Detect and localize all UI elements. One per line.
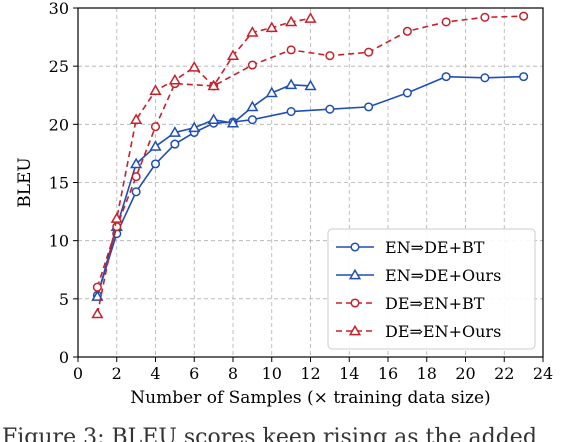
x-tick-label: 14 [339,364,359,383]
x-tick-label: 22 [494,364,514,383]
figure-caption: Figure 3: BLEU scores keep rising as the… [2,425,537,442]
data-point [226,49,240,61]
data-point [304,12,317,23]
x-tick-label: 16 [378,364,398,383]
legend-label: EN⇒DE+BT [385,238,485,257]
legend-marker [348,324,362,336]
legend: EN⇒DE+BT EN⇒DE+Ours DE⇒EN+BT DE⇒EN+Ours [327,228,536,350]
data-point [207,79,220,91]
data-point [91,307,104,319]
y-tick-label: 15 [49,174,69,193]
y-tick-label: 20 [49,115,69,134]
x-tick-label: 4 [150,364,160,383]
data-point [168,126,181,137]
y-tick-label: 30 [49,0,69,18]
y-tick-label: 0 [59,348,69,367]
x-tick-label: 2 [112,364,122,383]
data-point [149,84,162,95]
legend-entry: DE⇒EN+Ours [336,322,501,341]
y-axis-label: BLEU [15,157,35,208]
data-point [519,72,529,82]
data-point [441,17,451,27]
legend-label: DE⇒EN+Ours [385,322,501,341]
data-point [285,78,298,90]
data-point [304,79,317,91]
x-tick-label: 24 [533,364,553,383]
data-point [246,100,259,112]
data-point [364,47,374,57]
legend-entry: EN⇒DE+BT [336,238,485,257]
data-point [92,282,102,292]
data-point [519,11,529,21]
x-tick-label: 6 [189,364,199,383]
y-tick-label: 10 [49,232,69,251]
x-tick-label: 18 [417,364,437,383]
data-point [150,159,161,169]
data-point [110,212,123,223]
legend-entry: DE⇒EN+BT [336,294,485,313]
data-point [286,106,296,117]
data-point [168,73,181,85]
series-line [96,17,311,315]
data-point [247,60,257,70]
series-4 [91,12,317,319]
x-tick-label: 0 [73,364,83,383]
data-point [130,113,143,125]
data-point [188,121,201,133]
legend-label: EN⇒DE+Ours [385,266,501,285]
data-point [285,15,298,27]
series-layer [91,11,529,319]
legend-marker [350,242,360,252]
data-point [441,72,451,82]
data-point [402,26,412,36]
x-tick-label: 10 [262,364,282,383]
data-point [130,157,143,169]
data-point [170,139,180,149]
data-point [286,45,296,55]
series-line [96,15,524,288]
data-point [207,113,220,125]
x-tick-label: 8 [228,364,238,383]
legend-marker [348,268,362,280]
legend-marker [350,298,360,308]
legend-entry: EN⇒DE+Ours [336,266,501,285]
data-point [247,115,257,125]
data-point [402,88,412,98]
data-point [226,116,240,128]
data-point [131,187,141,197]
data-point [246,26,259,37]
data-point [265,86,278,98]
data-point [325,51,335,61]
data-point [325,104,335,114]
x-axis-label: Number of Samples (× training data size) [130,388,490,408]
legend-label: DE⇒EN+BT [385,294,485,313]
data-point [112,222,122,232]
data-point [265,21,278,33]
data-point [131,172,141,182]
data-point [188,61,201,72]
data-point [149,140,162,151]
data-point [91,290,104,301]
series-line [96,75,524,296]
data-point [480,73,490,83]
data-point [150,122,161,132]
legend-box [327,228,536,350]
x-tick-label: 12 [300,364,320,383]
y-tick-label: 5 [59,290,69,309]
y-tick-label: 25 [49,57,69,76]
series-line [96,83,311,297]
data-point [364,102,374,112]
series-3 [92,11,529,292]
x-tick-label: 20 [455,364,475,383]
data-point [480,12,490,22]
